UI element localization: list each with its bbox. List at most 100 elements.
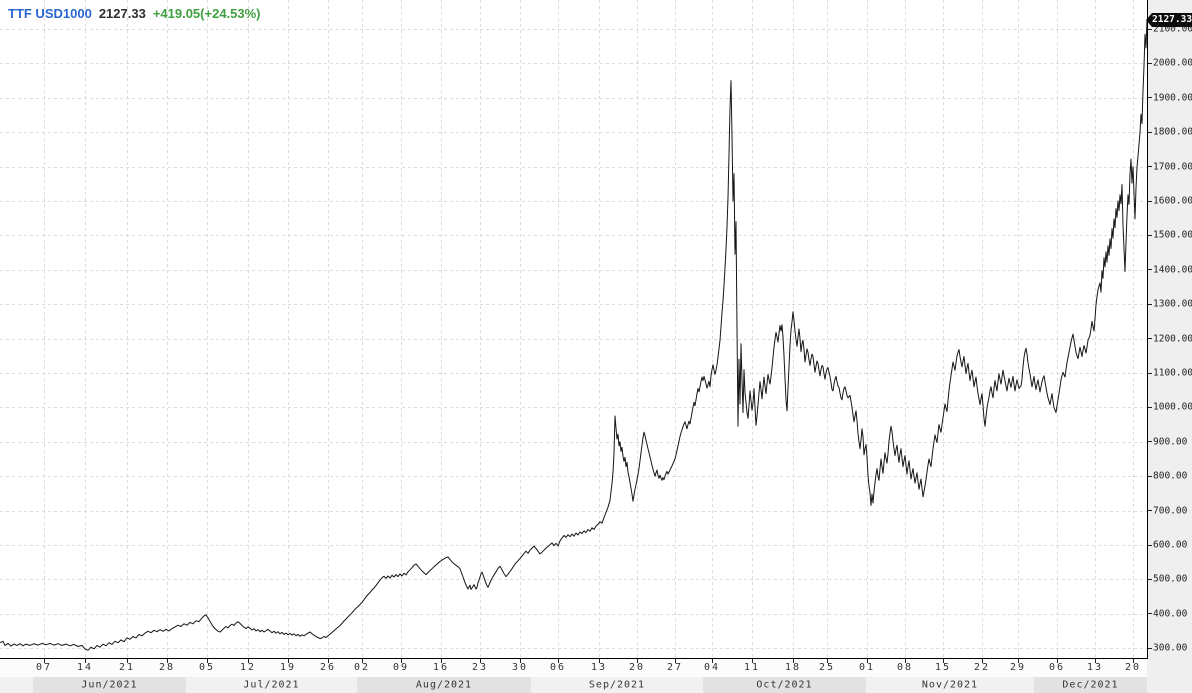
x-axis-day-label: 15 [934, 662, 952, 673]
y-axis-label: 1600.00 [1153, 195, 1192, 207]
axis-corner [1147, 659, 1192, 693]
month-label: Dec/2021 [1062, 679, 1119, 691]
y-axis-tick [1148, 131, 1152, 133]
y-axis-tick [1148, 406, 1152, 408]
x-axis-tick [752, 659, 753, 663]
month-label: Jun/2021 [81, 679, 138, 691]
x-axis-day-label: 12 [239, 662, 257, 673]
y-axis-tick [1148, 62, 1152, 64]
x-axis-tick [905, 659, 906, 663]
x-axis-day-label: 27 [666, 662, 684, 673]
y-axis-label: 2000.00 [1153, 57, 1192, 69]
x-axis-tick [328, 659, 329, 663]
y-axis-label: 300.00 [1153, 642, 1188, 654]
x-axis-day-label: 06 [549, 662, 567, 673]
y-axis-label: 1100.00 [1153, 367, 1192, 379]
x-axis-day-label: 20 [628, 662, 646, 673]
month-band: Oct/2021 [703, 677, 866, 693]
y-axis-label: 700.00 [1153, 505, 1188, 517]
y-axis-label: 1900.00 [1153, 92, 1192, 104]
last-price-tag: 2127.33 [1146, 12, 1192, 27]
x-axis-day-label: 01 [858, 662, 876, 673]
last-price: 2127.33 [98, 6, 146, 21]
x-axis-tick [599, 659, 600, 663]
x-axis-tick [558, 659, 559, 663]
month-band: Sep/2021 [531, 677, 703, 693]
y-axis-tick [1148, 372, 1152, 374]
x-axis-day-label: 11 [743, 662, 761, 673]
y-axis-label: 800.00 [1153, 470, 1188, 482]
x-axis-day-label: 29 [1009, 662, 1027, 673]
x-axis-tick [867, 659, 868, 663]
x-axis-tick [1095, 659, 1096, 663]
x-axis-tick [793, 659, 794, 663]
x-axis-tick [401, 659, 402, 663]
y-axis-tick [1148, 338, 1152, 340]
x-axis-tick [827, 659, 828, 663]
symbol-header: TTF USD1000 2127.33 +419.05(+24.53%) [8, 6, 261, 21]
y-axis-tick [1148, 97, 1152, 99]
y-axis-label: 1800.00 [1153, 126, 1192, 138]
y-axis-label: 900.00 [1153, 436, 1188, 448]
x-axis-day-label: 07 [35, 662, 53, 673]
y-axis-label: 1300.00 [1153, 298, 1192, 310]
month-label: Nov/2021 [921, 679, 979, 691]
y-axis-label: 600.00 [1153, 539, 1188, 551]
y-axis[interactable]: 2100.00 2000.00 1900.00 1800.00 1700.00 1600.… [1147, 0, 1192, 659]
x-axis-tick [362, 659, 363, 663]
price-change: +419.05(+24.53%) [152, 6, 261, 21]
x-axis-tick [207, 659, 208, 663]
y-axis-tick [1148, 510, 1152, 512]
y-axis-tick [1148, 647, 1152, 649]
x-axis-day-label: 08 [896, 662, 914, 673]
y-axis-tick [1148, 28, 1152, 30]
x-axis-day-label: 13 [590, 662, 608, 673]
x-axis-tick [637, 659, 638, 663]
x-axis-months[interactable]: Jun/2021 Jul/2021 Aug/2021 Sep/2021 Oct/2021… [0, 677, 1192, 693]
month-label: Sep/2021 [588, 679, 646, 691]
y-axis-tick [1148, 269, 1152, 271]
x-axis-day-label: 18 [784, 662, 802, 673]
x-axis-tick [520, 659, 521, 663]
x-axis-day-label: 20 [1124, 662, 1142, 673]
y-axis-label: 2100.00 [1153, 23, 1192, 35]
x-axis-day-label: 25 [818, 662, 836, 673]
symbol-name: TTF USD1000 [8, 6, 92, 21]
y-axis-label: 1500.00 [1153, 229, 1192, 241]
x-axis-day-label: 21 [118, 662, 136, 673]
y-axis-label: 1700.00 [1153, 161, 1192, 173]
x-axis-day-label: 30 [511, 662, 529, 673]
x-axis-tick [712, 659, 713, 663]
price-chart-plot[interactable] [0, 0, 1147, 659]
y-axis-tick [1148, 475, 1152, 477]
y-axis-tick [1148, 303, 1152, 305]
x-axis-day-label: 28 [158, 662, 176, 673]
x-axis-tick [1133, 659, 1134, 663]
x-axis-day-label: 26 [319, 662, 337, 673]
x-axis-tick [441, 659, 442, 663]
y-axis-tick [1148, 234, 1152, 236]
y-axis-tick [1148, 441, 1152, 443]
y-axis-tick [1148, 200, 1152, 202]
x-axis-days[interactable]: 07 14 21 28 05 12 19 26 02 09 16 23 30 06 13 20 27 04 11 18… [0, 659, 1147, 677]
x-axis-tick [248, 659, 249, 663]
x-axis-tick [1057, 659, 1058, 663]
x-axis-tick [85, 659, 86, 663]
month-band [0, 677, 33, 693]
x-axis-tick [288, 659, 289, 663]
month-band: Nov/2021 [866, 677, 1034, 693]
x-axis-day-label: 22 [973, 662, 991, 673]
month-label: Aug/2021 [415, 679, 473, 691]
month-band: Dec/2021 [1034, 677, 1147, 693]
x-axis-tick [943, 659, 944, 663]
x-axis-tick [167, 659, 168, 663]
x-axis-day-label: 09 [392, 662, 410, 673]
y-axis-label: 1000.00 [1153, 401, 1192, 413]
month-band: Jul/2021 [186, 677, 357, 693]
x-axis-day-label: 16 [432, 662, 450, 673]
x-axis-day-label: 05 [198, 662, 216, 673]
x-axis-day-label: 19 [279, 662, 297, 673]
y-axis-tick [1148, 166, 1152, 168]
month-label: Jul/2021 [243, 679, 300, 691]
